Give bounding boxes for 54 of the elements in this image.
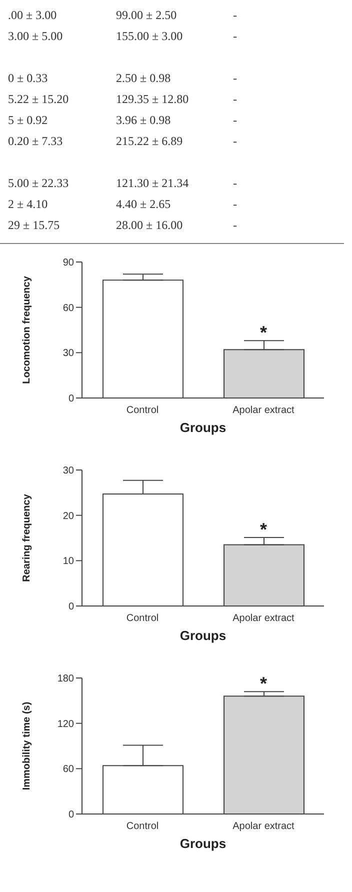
- y-tick-label: 90: [62, 258, 74, 269]
- y-axis-title: Immobility time (s): [22, 702, 33, 790]
- x-axis-title: Groups: [180, 420, 226, 435]
- y-axis-title: Locomotion frequency: [22, 276, 33, 384]
- text: 3.00 ± 5.00: [8, 29, 64, 45]
- text: -: [233, 71, 238, 87]
- text: 155.00 ± 3.00: [116, 29, 184, 45]
- y-tick-label: 120: [57, 718, 74, 730]
- text: 5.22 ± 15.20: [8, 92, 70, 108]
- x-tick-label: Control: [126, 821, 159, 832]
- text: 2.50 ± 0.98: [116, 71, 172, 87]
- text: 3.96 ± 0.98: [116, 113, 172, 129]
- x-tick-label: Control: [126, 613, 159, 624]
- x-tick-label: Apolar extract: [232, 405, 295, 416]
- text: 28.00 ± 16.00: [116, 218, 184, 234]
- y-tick-label: 0: [68, 810, 74, 821]
- text: 5.00 ± 22.33: [8, 176, 70, 192]
- text: 99.00 ± 2.50: [116, 8, 178, 24]
- x-axis-title: Groups: [180, 836, 226, 851]
- text: 0 ± 0.33: [8, 71, 49, 87]
- y-tick-label: 180: [57, 674, 74, 685]
- text: 5 ± 0.92: [8, 113, 49, 129]
- text: 215.22 ± 6.89: [116, 134, 184, 150]
- text: .00 ± 3.00: [8, 8, 58, 24]
- text: 2 ± 4.10: [8, 197, 49, 213]
- y-tick-label: 20: [62, 510, 74, 522]
- text: -: [233, 134, 238, 150]
- text: -: [233, 197, 238, 213]
- x-tick-label: Apolar extract: [232, 613, 295, 624]
- text: -: [233, 176, 238, 192]
- y-tick-label: 60: [62, 764, 74, 776]
- annotation: *: [260, 674, 268, 694]
- x-tick-label: Control: [126, 405, 159, 416]
- text: -: [233, 113, 238, 129]
- x-tick-label: Apolar extract: [232, 821, 295, 832]
- y-tick-label: 30: [62, 466, 74, 477]
- text: 4.40 ± 2.65: [116, 197, 172, 213]
- y-tick-label: 0: [68, 394, 74, 405]
- text: -: [233, 218, 238, 234]
- text: 121.30 ± 21.34: [116, 176, 190, 192]
- x-axis-title: Groups: [180, 628, 226, 643]
- y-tick-label: 10: [62, 556, 74, 568]
- text: 0.20 ± 7.33: [8, 134, 64, 150]
- text: -: [233, 29, 238, 45]
- y-tick-label: 30: [62, 348, 74, 360]
- annotation: *: [260, 520, 268, 540]
- text: -: [233, 8, 238, 24]
- text: 29 ± 15.75: [8, 218, 61, 234]
- y-tick-label: 60: [62, 302, 74, 314]
- text: -: [233, 92, 238, 108]
- y-tick-label: 0: [68, 602, 74, 613]
- text: 129.35 ± 12.80: [116, 92, 190, 108]
- annotation: *: [260, 322, 268, 343]
- y-axis-title: Rearing frequency: [22, 494, 33, 582]
